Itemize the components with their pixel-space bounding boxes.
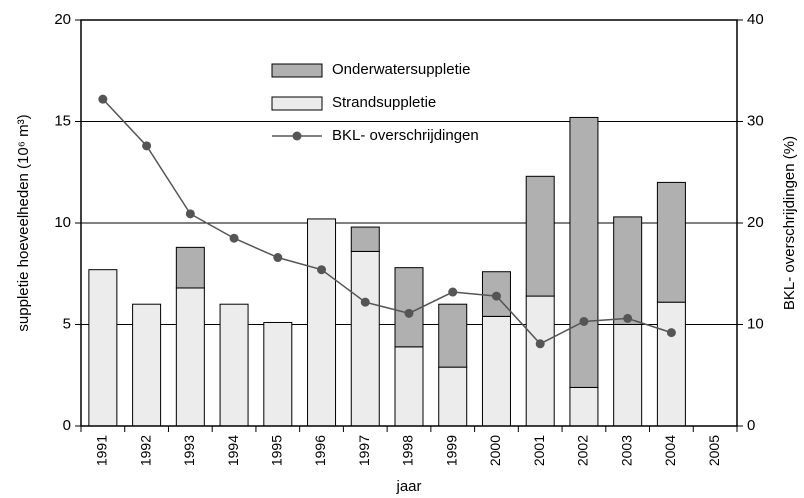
point — [491, 291, 501, 301]
y-tick-label: 15 — [54, 112, 71, 129]
bar — [438, 303, 468, 368]
y-axis-label: suppletie hoeveelheden (10⁶ m³) — [15, 114, 32, 331]
x-tick-label: 2000 — [487, 435, 503, 466]
point — [317, 265, 327, 275]
x-tick-label: 1997 — [356, 435, 372, 466]
x-tick-label: 1993 — [181, 435, 197, 466]
legend-swatch — [271, 96, 323, 111]
x-tick-label: 1999 — [443, 435, 459, 466]
point — [185, 209, 195, 219]
y-tick-label: 0 — [63, 417, 71, 434]
x-axis-label: jaar — [395, 478, 421, 495]
bar — [569, 116, 599, 388]
bar — [394, 267, 424, 348]
y2-tick-label: 20 — [747, 214, 764, 231]
y-tick-label: 20 — [54, 11, 71, 28]
bar — [613, 324, 643, 427]
x-tick-label: 1994 — [225, 435, 241, 466]
legend-point — [292, 131, 302, 141]
point — [579, 316, 589, 326]
bar — [132, 303, 162, 427]
bar — [394, 346, 424, 427]
point — [623, 313, 633, 323]
x-tick-label: 2003 — [618, 435, 634, 466]
point — [448, 287, 458, 297]
x-tick-label: 1991 — [94, 435, 110, 466]
legend-label: Onderwatersuppletie — [332, 61, 470, 78]
y2-tick-label: 40 — [747, 11, 764, 28]
bar — [350, 226, 380, 252]
point — [360, 297, 370, 307]
bar — [525, 175, 555, 297]
bar — [481, 315, 511, 427]
bar — [656, 301, 686, 427]
point — [273, 253, 283, 263]
point — [142, 141, 152, 151]
bar — [569, 386, 599, 427]
bar — [175, 246, 205, 289]
x-tick-label: 2005 — [706, 435, 722, 466]
x-tick-label: 1992 — [137, 435, 153, 466]
point — [404, 308, 414, 318]
legend-label: Strandsuppletie — [332, 94, 436, 111]
x-tick-label: 2001 — [531, 435, 547, 466]
x-tick-label: 1998 — [400, 435, 416, 466]
bar — [307, 218, 337, 427]
y2-axis-label: BKL- overschrijdingen (%) — [781, 136, 798, 310]
bar — [175, 287, 205, 427]
point — [229, 233, 239, 243]
bar — [219, 303, 249, 427]
legend-label: BKL- overschrijdingen — [332, 127, 479, 144]
point — [535, 339, 545, 349]
y2-tick-label: 10 — [747, 315, 764, 332]
bar — [263, 321, 293, 427]
bar — [88, 269, 118, 427]
bar — [350, 250, 380, 427]
y-tick-label: 10 — [54, 214, 71, 231]
point — [98, 94, 108, 104]
plot-frame — [80, 19, 738, 427]
y-tick-label: 5 — [63, 315, 71, 332]
point — [666, 328, 676, 338]
legend-swatch — [271, 63, 323, 78]
bar — [438, 366, 468, 427]
bar — [613, 216, 643, 325]
bar — [525, 295, 555, 427]
line — [102, 98, 672, 345]
x-tick-label: 2004 — [662, 435, 678, 466]
y2-tick-label: 30 — [747, 112, 764, 129]
x-tick-label: 1995 — [269, 435, 285, 466]
x-tick-label: 1996 — [312, 435, 328, 466]
y2-tick-label: 0 — [747, 417, 755, 434]
bar — [656, 181, 686, 303]
x-tick-label: 2002 — [575, 435, 591, 466]
